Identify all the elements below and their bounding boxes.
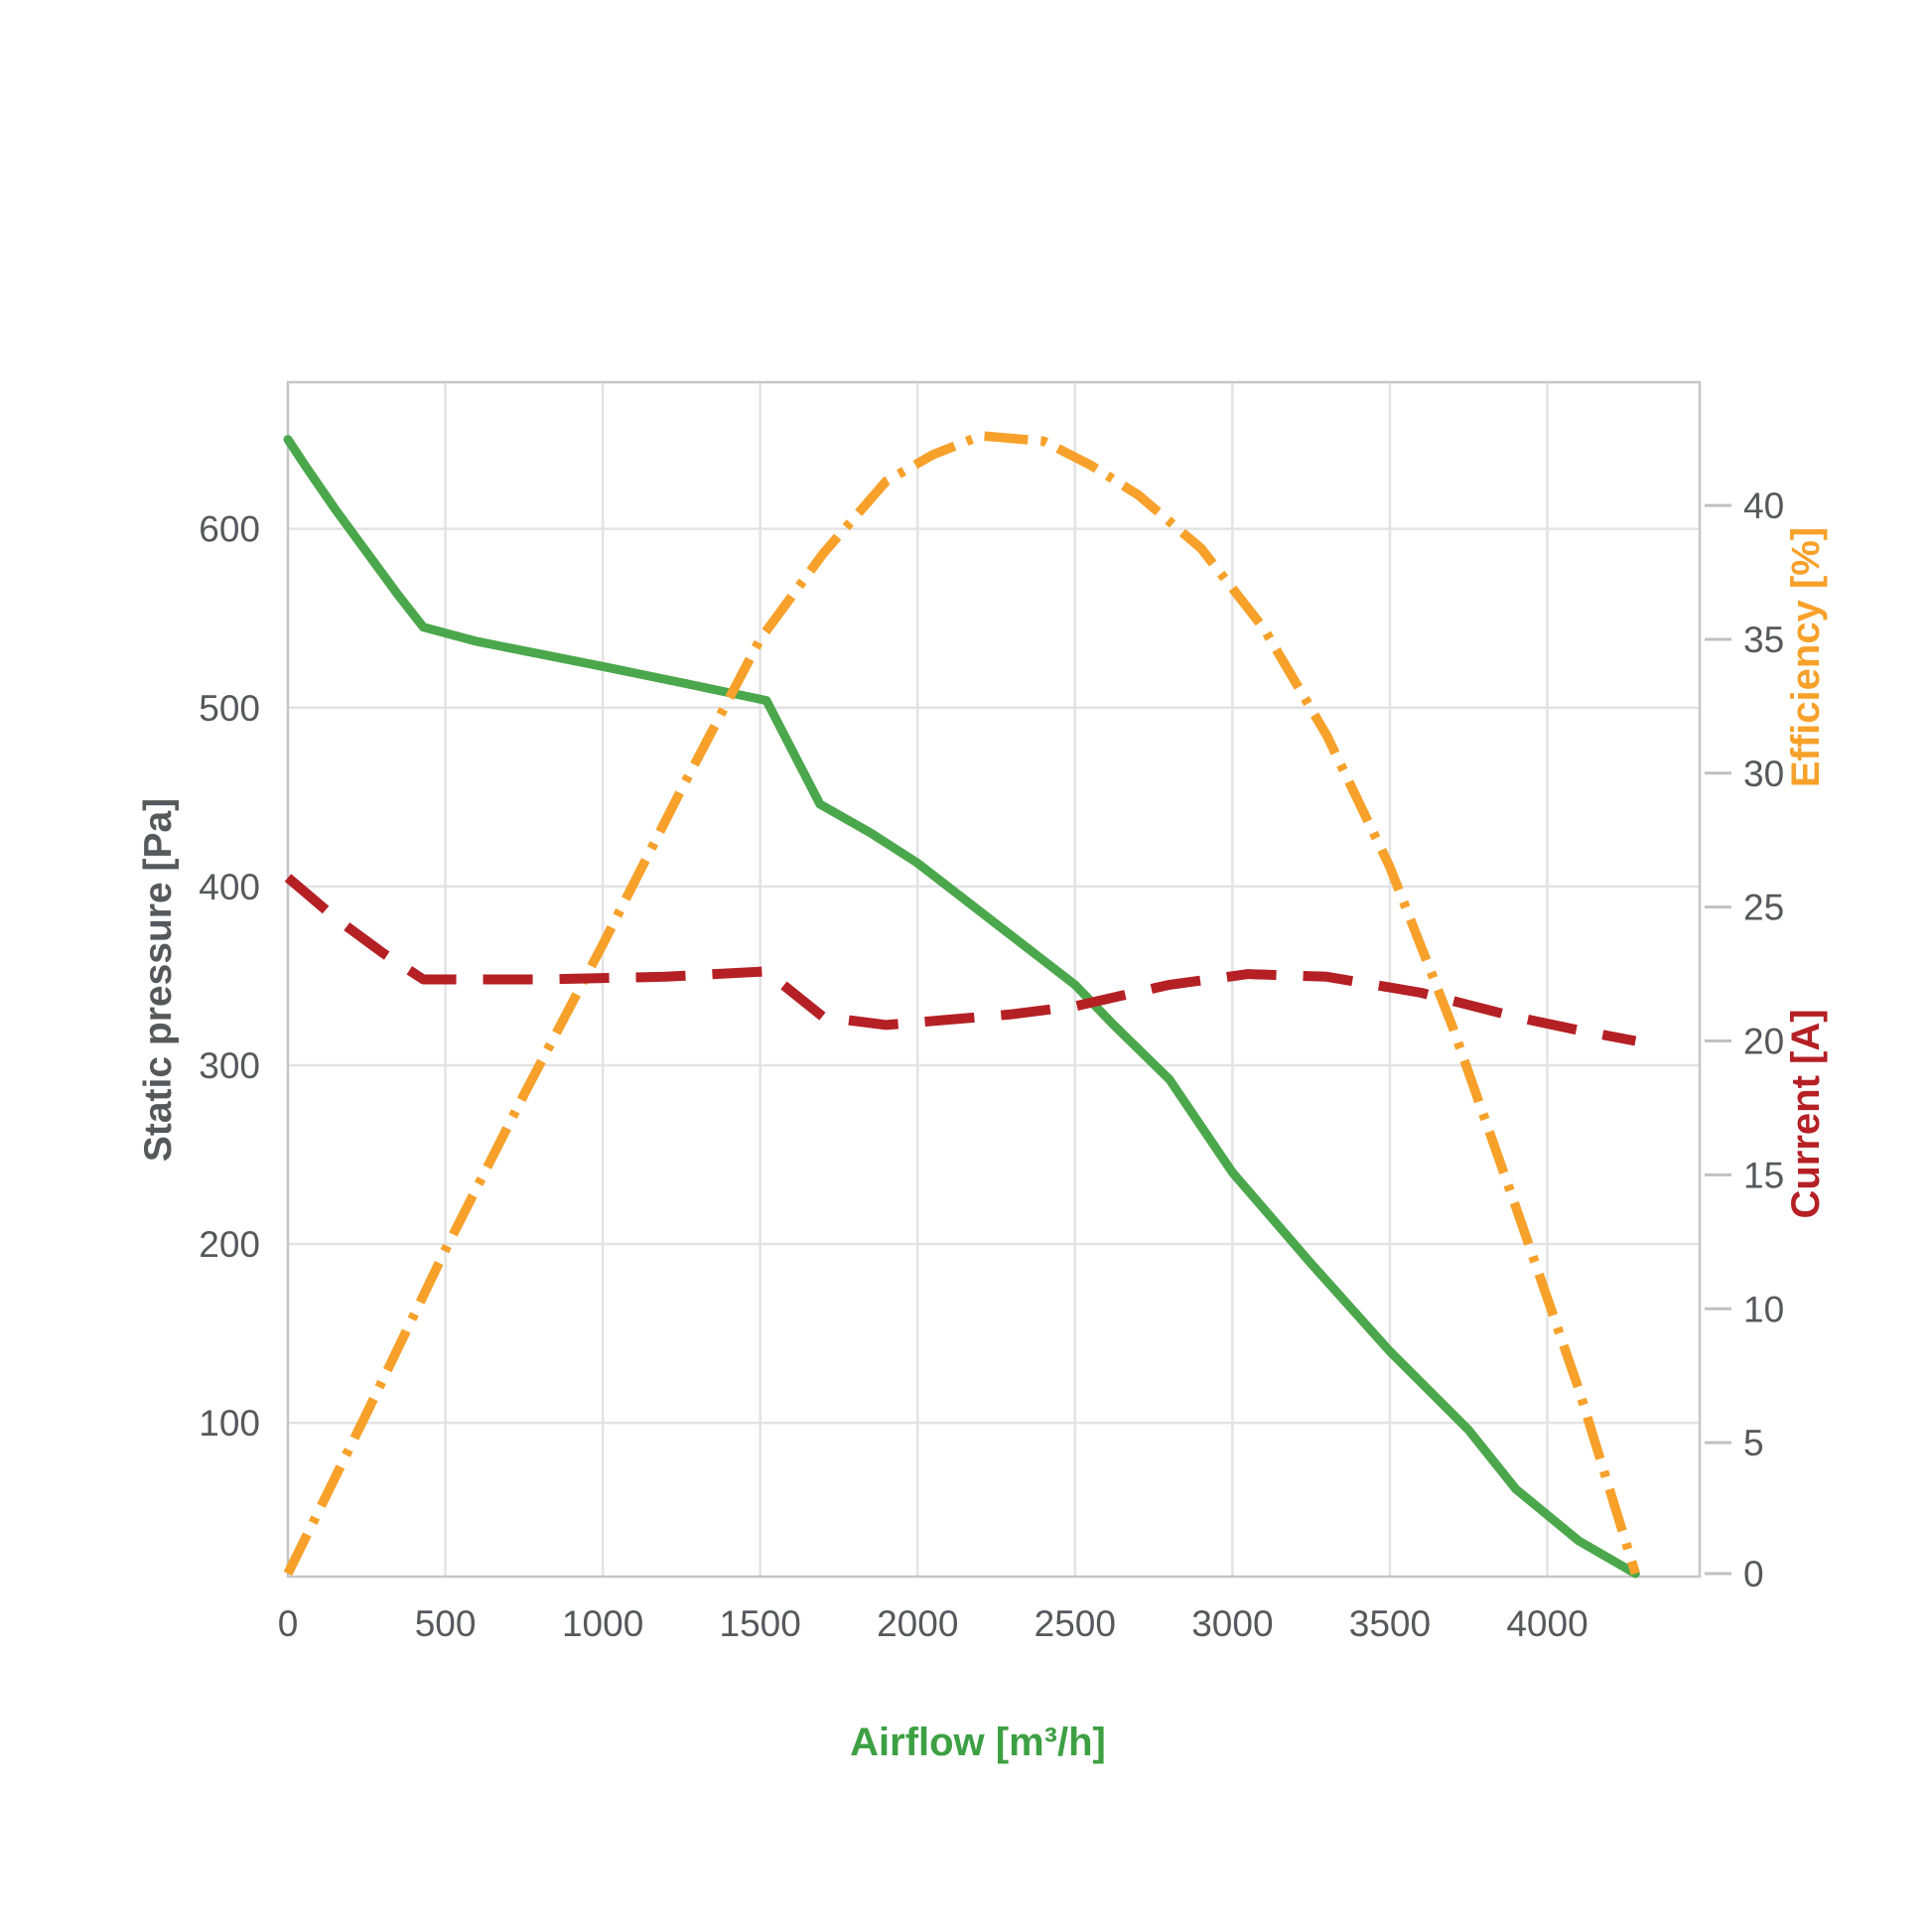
x-tick-label-2000: 2000: [877, 1603, 958, 1644]
series-current-line: [284, 874, 1637, 1046]
left-tick-label-300: 300: [199, 1045, 260, 1086]
x-tick-label-0: 0: [278, 1603, 299, 1644]
y-right-efficiency-title: Efficiency [%]: [1784, 527, 1828, 787]
left-tick-label-200: 200: [199, 1224, 260, 1265]
y-left-axis-title: Static pressure [Pa]: [137, 798, 180, 1162]
tick-layer: 0 500 1000 1500 2000 2500 3000 3500 400010020030…: [199, 485, 1784, 1644]
x-tick-label-500: 500: [415, 1603, 477, 1644]
x-tick-label-1000: 1000: [562, 1603, 643, 1644]
left-tick-label-500: 500: [199, 688, 260, 729]
right-tick-label-20: 20: [1743, 1022, 1784, 1062]
right-tick-label-5: 5: [1743, 1423, 1764, 1463]
series-layer: [283, 431, 1640, 1579]
right-tick-label-40: 40: [1743, 485, 1784, 526]
right-tick-label-30: 30: [1743, 754, 1784, 794]
x-tick-label-1500: 1500: [720, 1603, 801, 1644]
x-tick-label-3000: 3000: [1191, 1603, 1273, 1644]
right-tick-label-0: 0: [1743, 1554, 1764, 1594]
y-right-current-title: Current [A]: [1784, 1009, 1828, 1218]
left-tick-label-600: 600: [199, 509, 260, 550]
series-efficiency-line: [283, 431, 1640, 1577]
plot-border: [286, 380, 1702, 1579]
series-static-pressure-line: [283, 435, 1640, 1579]
right-tick-label-15: 15: [1743, 1155, 1784, 1195]
x-tick-label-2500: 2500: [1035, 1603, 1116, 1644]
right-tick-label-10: 10: [1743, 1289, 1784, 1329]
x-axis-title: Airflow [m³/h]: [850, 1721, 1106, 1764]
right-tick-label-25: 25: [1743, 888, 1784, 928]
left-tick-label-100: 100: [199, 1403, 260, 1444]
x-tick-label-4000: 4000: [1506, 1603, 1587, 1644]
right-tick-label-35: 35: [1743, 620, 1784, 660]
x-tick-label-3500: 3500: [1349, 1603, 1431, 1644]
left-tick-label-400: 400: [199, 867, 260, 907]
